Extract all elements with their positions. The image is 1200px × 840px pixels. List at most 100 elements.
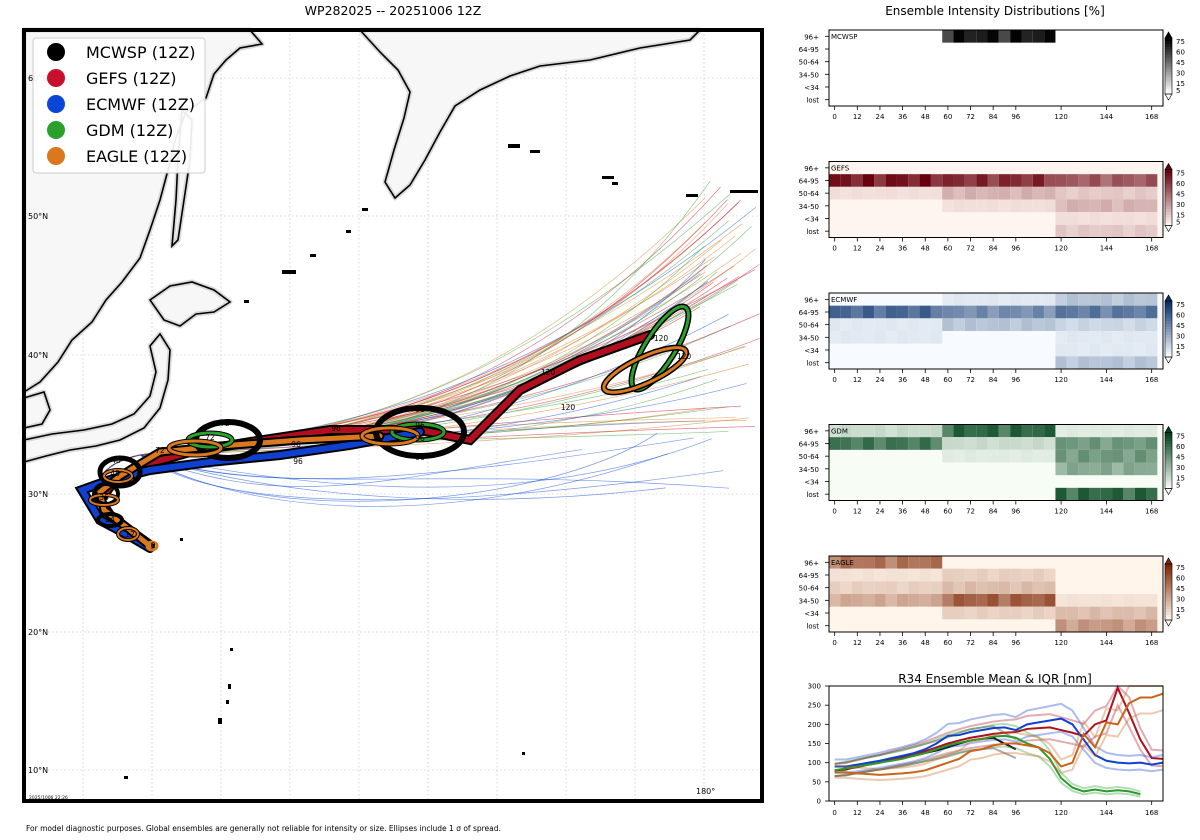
heatmap-cell (851, 581, 863, 594)
r34-mean-gdm (834, 734, 1141, 796)
heatmap-cell (930, 424, 943, 438)
heatmap-cell (1089, 331, 1101, 344)
legend-label: GEFS (12Z) (86, 69, 176, 88)
heatmap-cell (953, 30, 965, 43)
r34-x-tick-label: 24 (875, 809, 884, 817)
heatmap-cell (930, 331, 943, 344)
heatmap-cell (862, 594, 875, 607)
heatmap-x-tick-label: 96 (1011, 508, 1020, 516)
heatmap-cell (1021, 594, 1033, 607)
heatmap-cell (1055, 331, 1067, 344)
heatmap-cell (896, 186, 909, 200)
heatmap-cell (1146, 343, 1158, 357)
colorbar-segment (1165, 480, 1172, 484)
colorbar-tick-label: 75 (1176, 38, 1185, 46)
heatmap-cell (1055, 305, 1067, 319)
colorbar-segment (1165, 315, 1172, 319)
heatmap-cell (1032, 30, 1045, 43)
fhour-label: 12 (125, 530, 135, 539)
heatmap-row-label: <34 (804, 347, 819, 355)
colorbar-tick-label: 5 (1176, 613, 1180, 621)
heatmap-cell (1078, 343, 1090, 357)
heatmap-cell (998, 186, 1011, 200)
heatmap-cell (1010, 305, 1022, 319)
heatmap-cell (1055, 174, 1067, 187)
heatmap-cell (829, 174, 841, 187)
r34-y-tick-label: 250 (808, 702, 821, 710)
heatmap-cell (976, 186, 988, 200)
heatmap-cell (1100, 331, 1113, 344)
r34-x-tick-label: 96 (1011, 809, 1020, 817)
r34-x-tick-label: 144 (1100, 809, 1114, 817)
heatmap-cell (1112, 199, 1124, 213)
heatmap-cell (1078, 449, 1090, 463)
colorbar-frame (1164, 37, 1173, 95)
heatmap-x-tick-label: 0 (832, 508, 836, 516)
colorbar-segment (1165, 49, 1172, 53)
heatmap-cell (1021, 449, 1033, 463)
heatmap-cell (1055, 212, 1067, 225)
colorbar-segment (1165, 40, 1172, 44)
colorbar-segment (1165, 57, 1172, 61)
heatmap-cell (1021, 606, 1033, 620)
colorbar-segment (1165, 608, 1172, 612)
heatmap-frame (828, 29, 1164, 107)
colorbar-segment (1165, 46, 1172, 50)
heatmap-cell (885, 594, 897, 607)
heatmap-x-tick-label: 24 (875, 508, 884, 516)
heatmap-x-tick-label: 0 (832, 245, 836, 253)
r34-iqr-upper-eagle (834, 685, 1163, 771)
heatmap-row-label: 96+ (804, 428, 819, 436)
heatmap-cell (1100, 224, 1113, 238)
heatmap-cell (942, 449, 954, 463)
heatmap-cell (1066, 487, 1079, 501)
heatmap-cell (1055, 318, 1067, 331)
heatmap-cell (1044, 30, 1056, 43)
heatmap-cell (1044, 318, 1056, 331)
heatmap-cell (998, 174, 1011, 187)
heatmap-cell (942, 568, 954, 582)
colorbar-tick-label: 30 (1176, 70, 1185, 78)
colorbar-segment (1165, 217, 1172, 221)
heatmap-cell (1146, 186, 1158, 200)
heatmap-cell (1055, 437, 1067, 450)
heatmap-cell (1078, 224, 1090, 238)
heatmap-cell (1089, 437, 1101, 450)
colorbar-segment (1165, 343, 1172, 347)
colorbar-segment (1165, 68, 1172, 72)
heatmap-cell (942, 424, 954, 438)
heatmap-cell (1112, 606, 1124, 620)
heatmap-cell (896, 305, 909, 319)
heatmap-cell (1021, 293, 1033, 306)
heatmap-cell (1146, 331, 1158, 344)
heatmap-row-label: 96+ (804, 296, 819, 304)
heatmap-x-tick-label: 48 (921, 508, 930, 516)
heatmap-cell (829, 437, 841, 450)
fhour-label: 48 (111, 456, 121, 465)
heatmap-x-tick-label: 84 (989, 113, 998, 121)
r34-iqr-upper-gdm (834, 722, 1141, 793)
colorbar-segment (1165, 326, 1172, 330)
heatmap-cell (896, 556, 909, 569)
colorbar-segment (1165, 435, 1172, 439)
lat-label: 40°N (28, 351, 48, 360)
heatmap-cell (1134, 212, 1147, 225)
heatmap-x-tick-label: 72 (966, 245, 975, 253)
heatmap-cell (976, 293, 988, 306)
heatmap-cell (874, 556, 886, 569)
colorbar-segment (1165, 345, 1172, 349)
colorbar-tick-label: 75 (1176, 564, 1185, 572)
heatmap-cell (829, 424, 841, 438)
heatmap-cell (987, 424, 999, 438)
timestamp: 2025/1006 22:26 (29, 795, 68, 801)
heatmap-cell (908, 424, 920, 438)
heatmap-cell (908, 568, 920, 582)
heatmap-cell (1089, 449, 1101, 463)
colorbar-segment (1165, 312, 1172, 316)
heatmap-cell (964, 594, 977, 607)
heatmap-cell (1100, 462, 1113, 476)
heatmap-cell (987, 30, 999, 43)
heatmap-cell (1010, 293, 1022, 306)
heatmap-cell (998, 449, 1011, 463)
heatmap-cell (987, 186, 999, 200)
